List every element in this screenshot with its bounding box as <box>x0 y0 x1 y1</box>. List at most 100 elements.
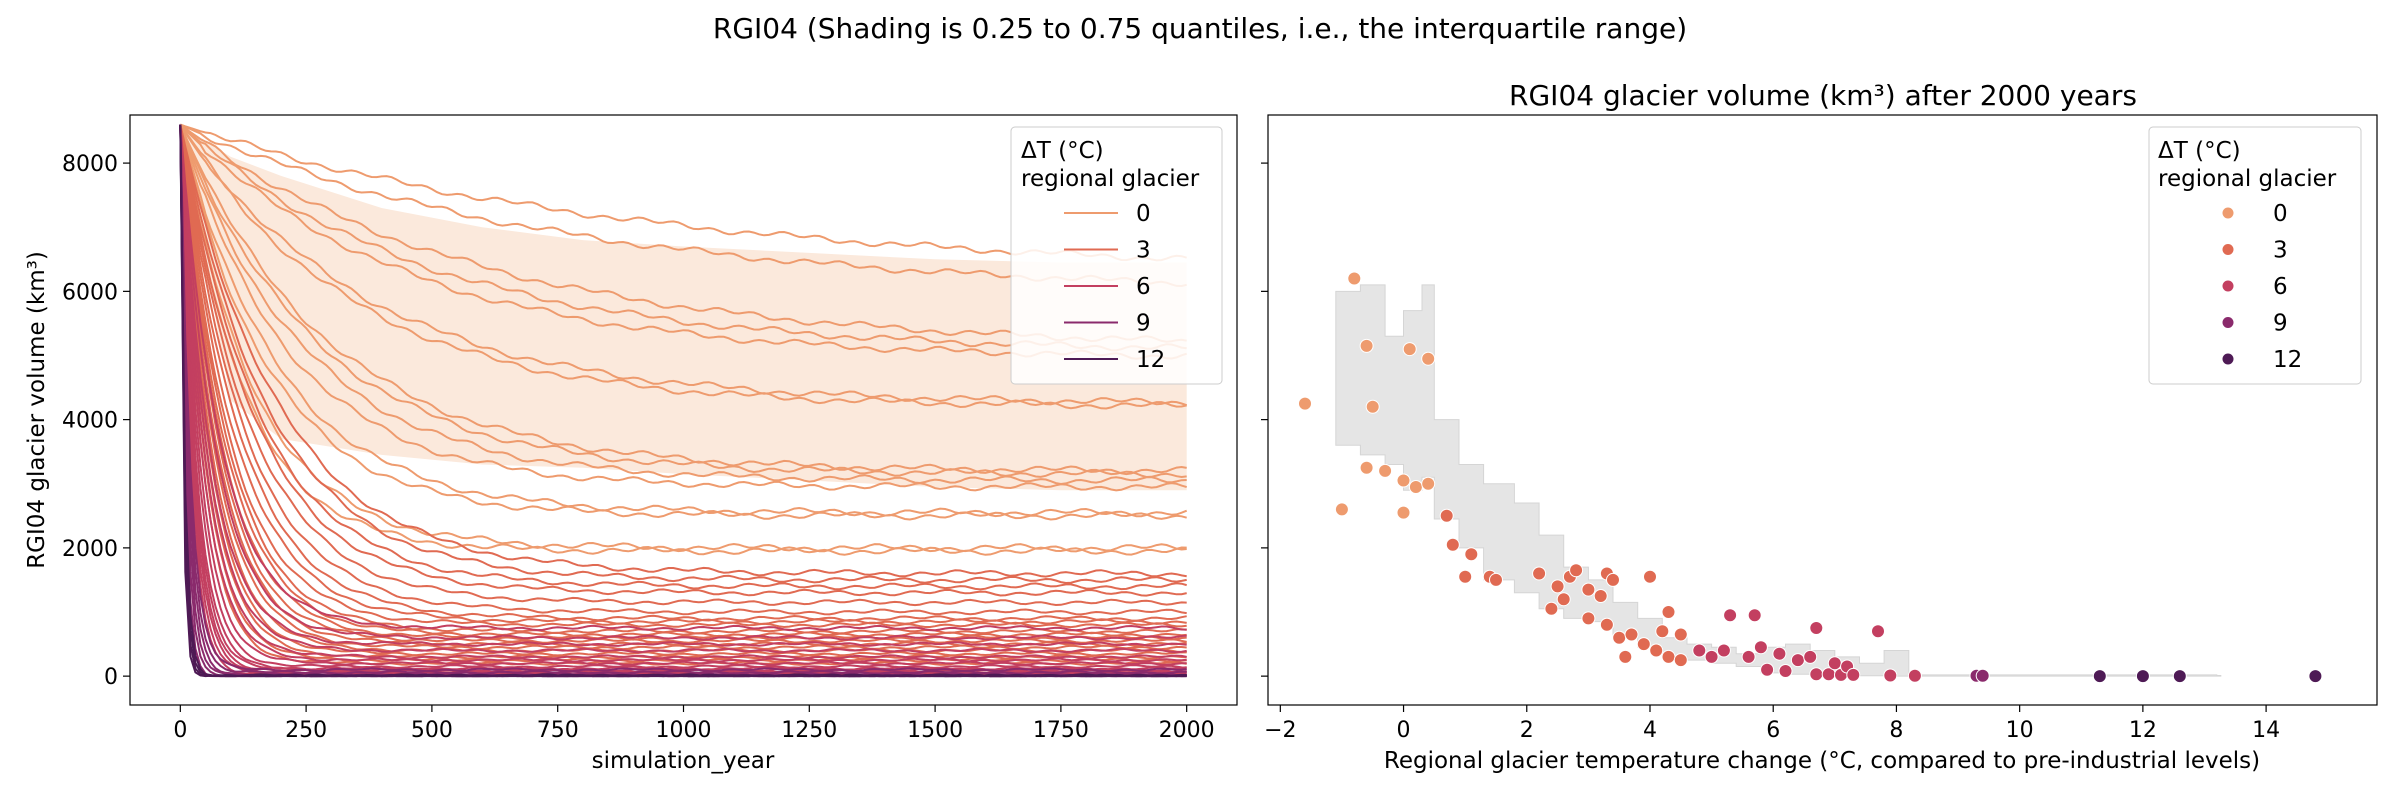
scatter-point <box>1464 547 1479 562</box>
left-series-line-dT6 <box>179 124 1187 663</box>
left-x-tick-label: 500 <box>411 718 453 743</box>
scatter-point <box>1365 399 1380 414</box>
scatter-point <box>1544 601 1559 616</box>
left-y-axis-label: RGI04 glacier volume (km³) <box>24 251 50 569</box>
left-series-line-dT0 <box>179 124 1187 476</box>
scatter-point <box>1661 605 1676 619</box>
right-scatter-points-layer <box>1298 271 2323 684</box>
left-series-line-dT3 <box>179 124 1187 578</box>
left-series-line-dT3 <box>179 124 1187 616</box>
right-x-tick-label: 8 <box>1889 718 1903 743</box>
right-legend-marker <box>2222 244 2234 255</box>
left-series-line-dT0 <box>179 124 1187 521</box>
left-series-line-dT0 <box>179 124 1187 553</box>
scatter-point <box>1673 627 1688 642</box>
scatter-point <box>1458 569 1473 584</box>
left-legend-label: 12 <box>1136 347 1165 373</box>
scatter-point <box>1673 653 1688 668</box>
right-legend-label: 12 <box>2273 347 2302 373</box>
left-iqr-band-layer <box>180 124 1187 491</box>
left-legend-label: 0 <box>1136 201 1151 227</box>
left-legend-entries: 0 3 6 9 12 <box>1064 201 1165 373</box>
right-legend-label: 6 <box>2273 274 2288 300</box>
right-x-tick-label: 4 <box>1643 718 1657 743</box>
left-series-line-dT12 <box>179 124 1187 678</box>
scatter-point <box>1396 505 1411 520</box>
left-iqr-band <box>180 124 1187 491</box>
right-x-axis-label: Regional glacier temperature change (°C,… <box>1384 748 2260 774</box>
right-chart-panel: RGI04 glacier volume (km³) after 2000 ye… <box>1261 79 2378 774</box>
scatter-point <box>1871 624 1885 639</box>
scatter-point <box>1581 582 1596 597</box>
right-x-tick-label: 6 <box>1766 718 1780 743</box>
left-series-line-dT3 <box>179 124 1187 585</box>
scatter-point <box>1396 473 1411 488</box>
scatter-point <box>1975 668 1990 683</box>
scatter-point <box>1907 668 1922 683</box>
right-legend-label: 3 <box>2273 238 2288 264</box>
left-y-tick-label: 0 <box>104 665 118 690</box>
left-series-line-dT6 <box>179 124 1187 660</box>
scatter-point <box>1753 640 1768 655</box>
scatter-point <box>1827 656 1842 671</box>
scatter-point <box>1593 589 1608 603</box>
scatter-point <box>1606 572 1620 587</box>
right-legend-entries: 0 3 6 9 12 <box>2222 201 2302 373</box>
left-x-tick-label: 1000 <box>656 718 712 743</box>
left-series-line-dT3 <box>179 124 1187 629</box>
left-y-tick-label: 6000 <box>62 280 118 305</box>
left-series-line-dT3 <box>179 124 1187 638</box>
right-legend-marker <box>2222 353 2234 365</box>
left-series-line-dT0 <box>179 124 1188 518</box>
left-series-line-dT3 <box>179 124 1187 635</box>
scatter-point <box>1359 338 1374 353</box>
left-series-line-dT6 <box>179 124 1187 654</box>
left-chart-panel: 0 250 500 750 1000 1250 1500 1750 2000 0 2000 4000… <box>24 114 1238 774</box>
scatter-point <box>2172 669 2187 684</box>
right-x-tick-label: 2 <box>1520 718 1534 743</box>
left-series-line-dT6 <box>179 124 1187 648</box>
right-legend-title-1: ΔT (°C) <box>2158 138 2241 164</box>
right-x-tick-label: −2 <box>1264 718 1296 743</box>
scatter-point <box>1556 592 1571 607</box>
right-x-ticks: −2 0 2 4 6 8 10 12 14 <box>1264 705 2280 743</box>
left-x-tick-label: 250 <box>285 718 327 743</box>
right-plot-frame <box>1267 114 2378 706</box>
scatter-point <box>1359 460 1374 475</box>
scatter-point <box>2308 669 2323 684</box>
scatter-point <box>1846 667 1861 682</box>
left-series-line-dT0 <box>179 124 1187 479</box>
left-series-line-dT0 <box>179 124 1187 556</box>
left-y-tick-label: 2000 <box>62 537 118 562</box>
right-legend-title-2: regional glacier <box>2158 166 2337 192</box>
scatter-point <box>1445 537 1460 552</box>
figure-suptitle: RGI04 (Shading is 0.25 to 0.75 quantiles… <box>713 12 1687 45</box>
scatter-point <box>1569 563 1584 578</box>
left-plot-frame <box>129 114 1238 706</box>
left-x-tick-label: 750 <box>537 718 579 743</box>
right-legend-marker <box>2222 280 2234 292</box>
right-x-tick-label: 14 <box>2252 718 2280 743</box>
scatter-point <box>1612 630 1627 645</box>
left-legend-label: 6 <box>1136 274 1151 300</box>
scatter-point <box>1532 566 1547 581</box>
scatter-point <box>1741 649 1756 664</box>
left-series-line-dT3 <box>179 124 1187 622</box>
scatter-point <box>1599 617 1614 632</box>
scatter-point <box>1661 649 1676 664</box>
scatter-point <box>1704 649 1719 664</box>
left-x-tick-label: 1250 <box>781 718 837 743</box>
scatter-point <box>1803 649 1818 664</box>
left-legend-title-1: ΔT (°C) <box>1021 138 1104 164</box>
left-legend: ΔT (°C) regional glacier 0 3 6 9 12 <box>1010 126 1223 385</box>
left-legend-title-2: regional glacier <box>1021 166 1200 192</box>
scatter-point <box>1334 502 1349 517</box>
scatter-point <box>1489 572 1503 587</box>
left-y-ticks: 0 2000 4000 6000 8000 <box>62 152 130 690</box>
scatter-point <box>1298 396 1312 411</box>
left-series-line-dT3 <box>179 124 1187 607</box>
left-y-tick-label: 8000 <box>62 152 118 177</box>
right-legend-marker <box>2222 317 2234 328</box>
left-y-tick-label: 4000 <box>62 409 118 434</box>
scatter-point <box>1636 637 1651 652</box>
